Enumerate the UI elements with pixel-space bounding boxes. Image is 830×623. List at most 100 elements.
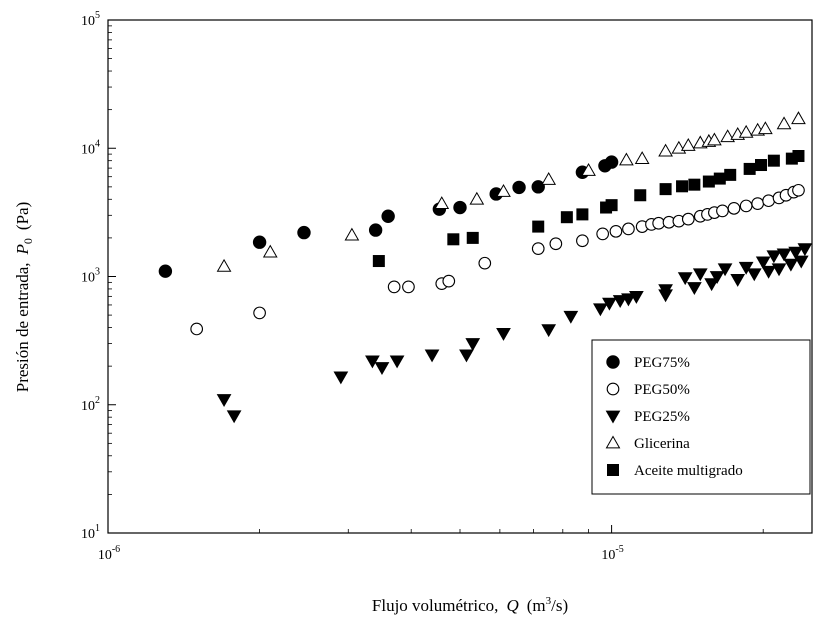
data-point-glicerina (216, 258, 232, 272)
y-tick-label: 102 (81, 395, 100, 414)
data-point-glicerina (791, 111, 806, 125)
y-tick-label-base: 10 (81, 142, 95, 157)
data-point-glicerina (619, 152, 634, 166)
data-point-peg25 (709, 271, 725, 285)
y-tick-label-exponent: 4 (95, 138, 100, 149)
y-tick-label-exponent: 2 (95, 395, 100, 406)
data-point-aceite-multigrado (676, 180, 689, 193)
data-point-peg25 (677, 272, 693, 286)
y-tick-label-exponent: 1 (95, 523, 100, 534)
legend-marker-aceite-multigrado (607, 464, 619, 476)
data-point-aceite-multigrado (605, 199, 618, 212)
y-tick-label: 103 (81, 267, 100, 286)
data-point-peg25 (459, 349, 474, 363)
data-point-peg25 (621, 293, 636, 307)
legend-label-glicerina: Glicerina (634, 436, 690, 452)
data-point-peg50 (478, 256, 492, 270)
data-point-peg25 (687, 282, 702, 296)
data-point-glicerina (758, 121, 773, 135)
data-point-aceite-multigrado (532, 220, 545, 233)
series-aceite-multigrado (372, 150, 805, 268)
y-tick-label-base: 10 (81, 271, 95, 286)
data-point-peg75 (252, 235, 267, 249)
data-point-peg25 (612, 295, 628, 309)
y-axis-label-symbol: P (13, 244, 32, 255)
legend-box (591, 339, 811, 495)
y-tick-label: 105 (81, 10, 100, 29)
data-point-peg50 (442, 274, 456, 288)
data-point-peg25 (704, 278, 720, 292)
data-point-aceite-multigrado (576, 208, 589, 221)
series-peg50 (190, 183, 805, 336)
data-point-peg50 (402, 280, 415, 294)
data-point-peg25 (755, 256, 771, 270)
data-point-peg25 (658, 284, 673, 298)
data-point-peg50 (739, 199, 753, 213)
data-point-peg50 (549, 237, 563, 251)
data-point-aceite-multigrado (466, 231, 479, 244)
x-tick-label: 10-6 (98, 544, 120, 563)
y-tick-label: 104 (81, 138, 100, 157)
x-tick-label-base: 10 (601, 548, 615, 563)
data-point-peg50 (253, 306, 266, 320)
data-point-aceite-multigrado (560, 211, 573, 224)
data-point-glicerina (707, 132, 722, 146)
x-axis-label-unit-superscript: 3 (546, 595, 552, 607)
data-point-aceite-multigrado (713, 172, 726, 185)
data-point-glicerina (469, 191, 485, 205)
data-point-peg50 (609, 224, 623, 238)
data-point-aceite-multigrado (702, 175, 715, 188)
data-point-peg25 (793, 255, 809, 269)
y-tick-label-exponent: 3 (95, 267, 100, 278)
data-point-peg25 (226, 410, 242, 424)
series-peg25 (216, 243, 813, 424)
x-tick-label-exponent: -6 (112, 544, 120, 555)
data-point-aceite-multigrado (688, 178, 701, 191)
data-point-peg50 (762, 194, 775, 208)
data-point-glicerina (496, 183, 511, 197)
data-point-peg50 (387, 280, 401, 294)
data-point-peg50 (576, 234, 589, 248)
data-point-peg50 (622, 222, 635, 236)
data-point-peg25 (563, 310, 579, 324)
legend-label-peg75: PEG75% (634, 355, 690, 371)
legend-marker-glicerina (605, 435, 621, 449)
y-axis-label-unit: (Pa) (13, 202, 32, 230)
data-point-aceite-multigrado (767, 154, 780, 167)
data-point-glicerina (658, 143, 673, 157)
data-point-peg50 (652, 216, 665, 230)
x-axis-label-unit-prefix: (m (527, 596, 546, 615)
data-point-peg25 (761, 265, 776, 279)
data-point-glicerina (344, 227, 360, 241)
data-point-glicerina (738, 124, 754, 138)
data-point-peg25 (496, 328, 511, 341)
data-point-peg50 (716, 204, 729, 218)
legend-marker-peg50 (606, 382, 620, 396)
data-point-peg50 (681, 212, 695, 226)
series-glicerina (216, 111, 806, 272)
data-point-peg25 (797, 243, 813, 257)
x-axis-label-symbol: Q (506, 596, 518, 615)
legend: PEG75% PEG50% PEG25% Glicerina Aceite multig… (591, 339, 811, 495)
data-point-peg25 (365, 355, 380, 369)
data-point-glicerina (581, 163, 596, 176)
data-point-aceite-multigrado (743, 162, 756, 175)
data-point-glicerina (776, 116, 792, 130)
data-point-peg50 (531, 242, 545, 255)
data-point-peg25 (602, 297, 617, 311)
data-point-peg50 (792, 183, 805, 197)
data-point-peg25 (783, 258, 799, 272)
data-point-peg25 (541, 324, 557, 338)
data-point-peg25 (717, 263, 733, 277)
data-point-peg25 (771, 263, 787, 277)
data-point-peg75 (604, 155, 619, 169)
data-point-peg50 (751, 197, 765, 210)
data-point-peg25 (333, 371, 349, 385)
data-point-peg25 (692, 268, 708, 282)
data-point-peg25 (374, 362, 390, 376)
x-axis-label-text: Flujo volumétrico, (372, 596, 499, 615)
x-tick-label-base: 10 (98, 548, 112, 563)
data-point-peg25 (216, 394, 232, 407)
legend-label-peg25: PEG25% (634, 409, 690, 425)
x-tick-label: 10-5 (601, 544, 623, 563)
